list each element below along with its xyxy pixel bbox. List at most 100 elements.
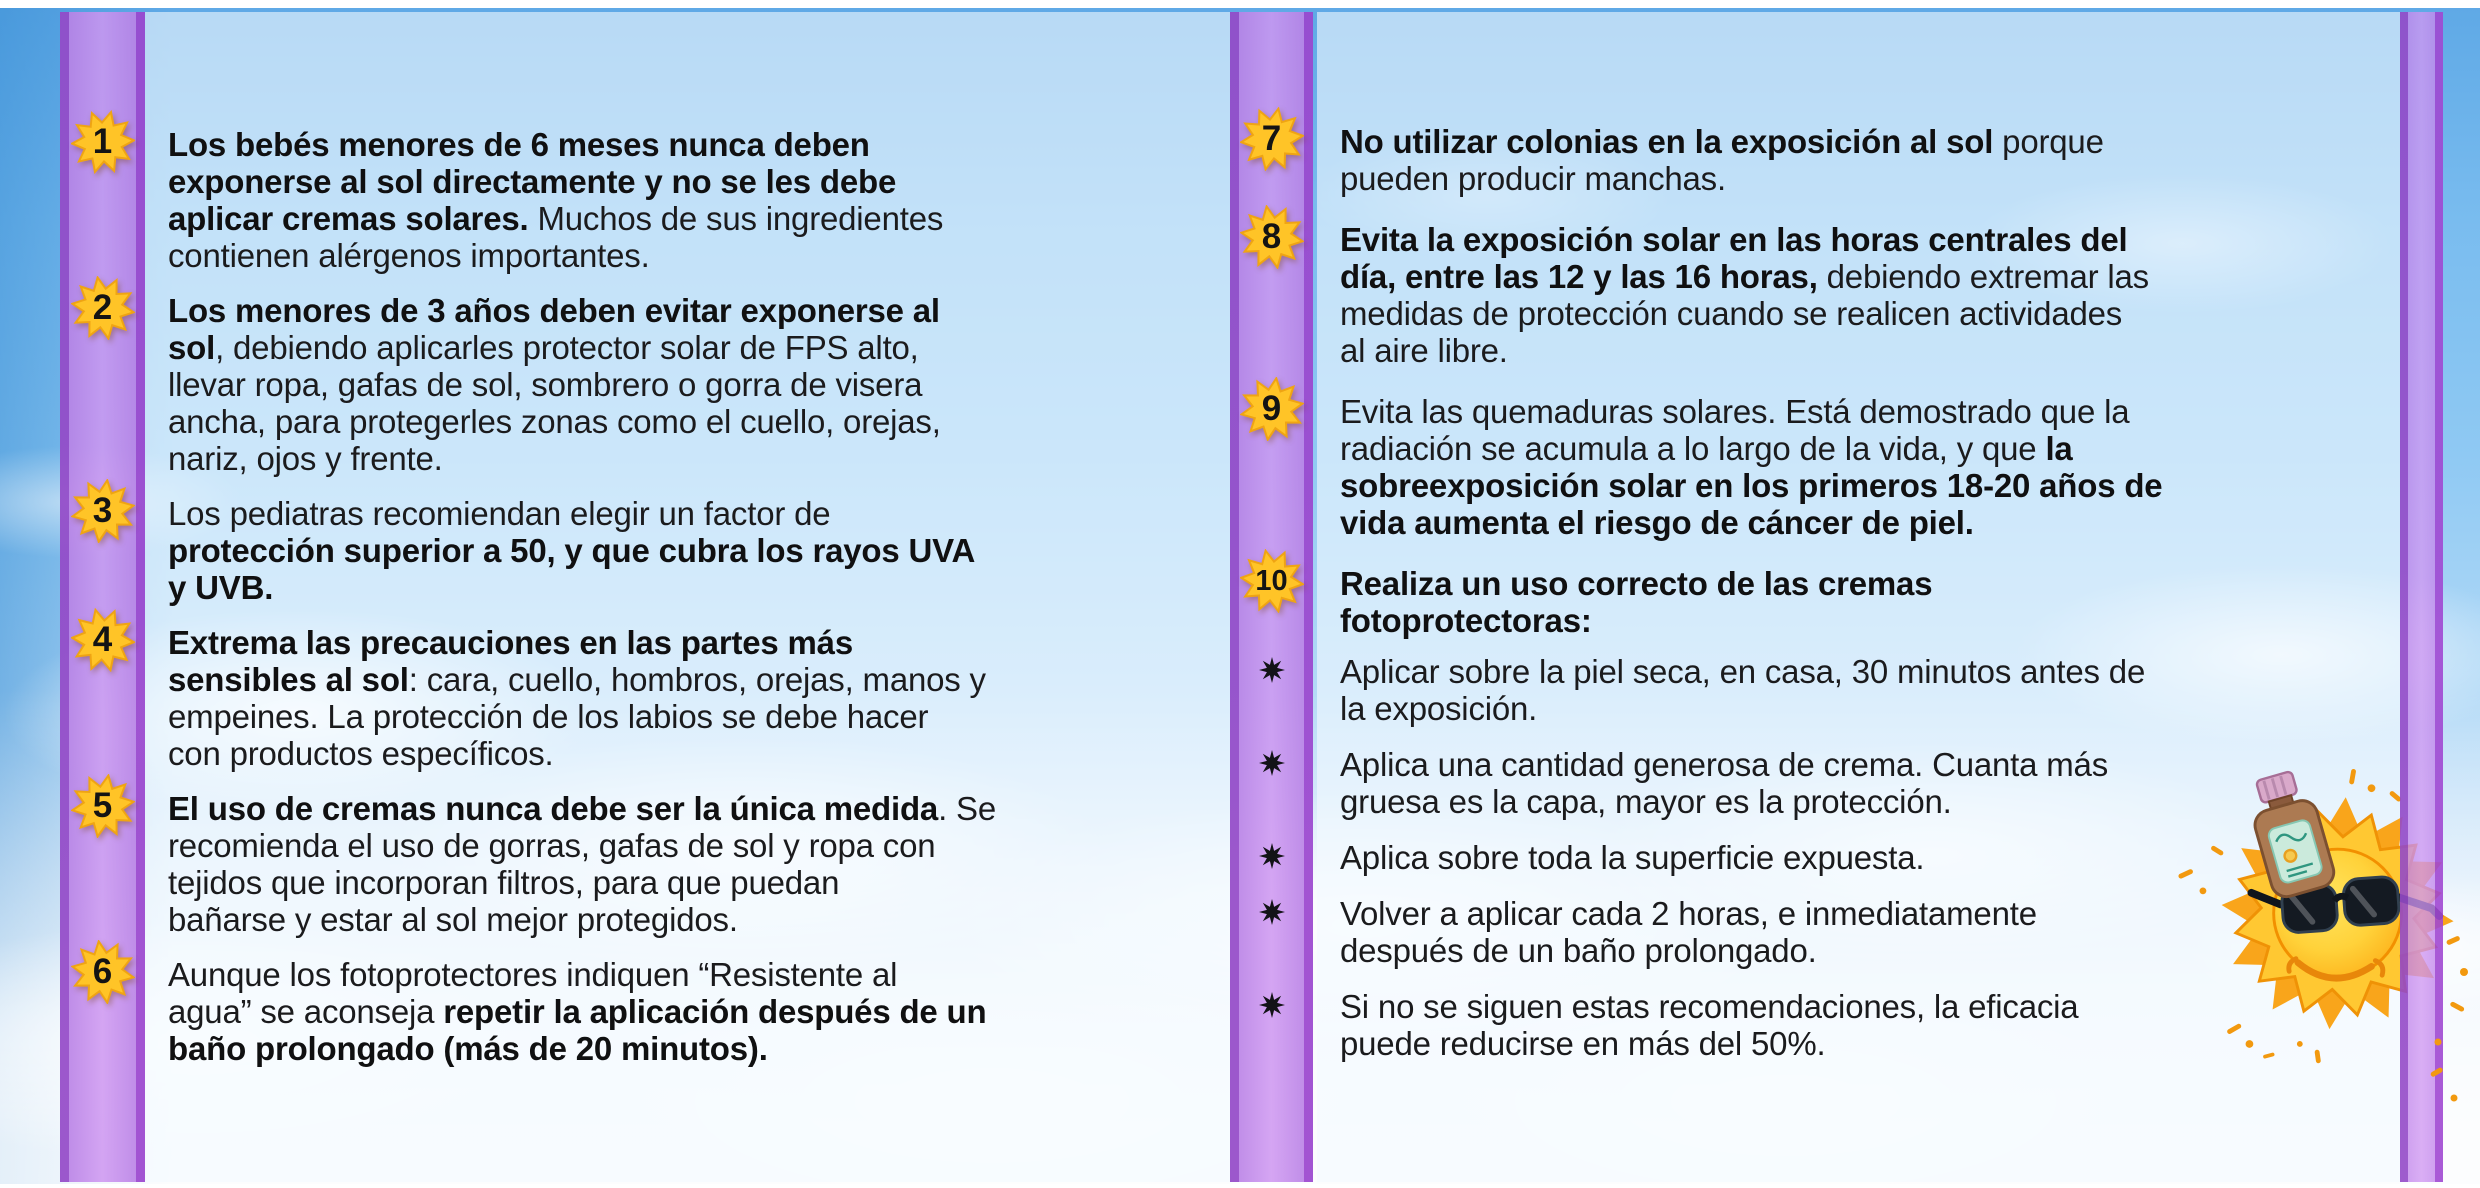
sun-sparkles-right [2420, 930, 2478, 1120]
recommendation-item-8: 8 Evita la exposición solar en las horas … [1230, 205, 2410, 369]
text-segment: pueden producir manchas. [1340, 160, 1726, 197]
text-segment: Si no se siguen estas recomendaciones, l… [1340, 988, 2079, 1025]
item-text: Si no se siguen estas recomendaciones, l… [1340, 988, 2402, 1062]
text-bold-segment: Los menores de 3 años deben evitar expon… [168, 292, 940, 329]
marker-cell [1230, 839, 1313, 870]
text-bold-segment: y UVB. [168, 569, 274, 606]
content-panel-left [145, 12, 1230, 1182]
text-segment: recomienda el uso de gorras, gafas de so… [168, 827, 936, 864]
text-bold-segment: Evita la exposición solar en las horas c… [1340, 221, 2128, 258]
item-text: Aplica sobre toda la superficie expuesta… [1340, 839, 2402, 876]
sun-star-number-badge: 3 [70, 479, 135, 543]
text-bold-segment: Los bebés menores de 6 meses nunca deben [168, 126, 870, 163]
star-bullet-icon [1258, 992, 1285, 1018]
item-number: 7 [1261, 119, 1282, 158]
recommendation-item-6: 6 Aunque los fotoprotectores indiquen “Re… [60, 940, 1210, 1067]
item-text: Evita las quemaduras solares. Está demos… [1340, 393, 2402, 541]
text-segment: Evita las quemaduras solares. Está demos… [1340, 393, 2130, 430]
recommendation-item-7: 7 No utilizar colonias en la exposición a… [1230, 107, 2410, 197]
bullet-list-item: Aplica sobre toda la superficie expuesta… [1230, 839, 2410, 876]
text-segment: , debiendo aplicarles protector solar de… [215, 329, 919, 366]
text-segment: la exposición. [1340, 690, 1538, 727]
text-bold-segment: Realiza un uso correcto de las cremas [1340, 565, 1933, 602]
text-segment: gruesa es la capa, mayor es la protecció… [1340, 783, 1952, 820]
marker-cell [1230, 653, 1313, 684]
bullet-list-item: Aplica una cantidad generosa de crema. C… [1230, 746, 2410, 820]
text-segment: tejidos que incorporan filtros, para que… [168, 864, 840, 901]
text-bold-segment: sol [168, 329, 216, 366]
text-segment: al aire libre. [1340, 332, 1508, 369]
text-segment: puede reducirse en más del 50%. [1340, 1025, 1826, 1062]
sun-smile [2286, 956, 2386, 982]
marker-cell: 2 [60, 276, 145, 340]
item-number: 2 [92, 288, 113, 327]
text-segment: Aplica sobre toda la superficie expuesta… [1340, 839, 1925, 876]
text-segment: nariz, ojos y frente. [168, 440, 443, 477]
text-bold-segment: la [2045, 430, 2073, 467]
item-number: 6 [92, 952, 113, 991]
marker-cell: 9 [1230, 377, 1313, 441]
star-bullet-icon [1258, 899, 1285, 925]
item-text: Evita la exposición solar en las horas c… [1340, 221, 2402, 369]
sun-star-number-badge: 6 [70, 940, 135, 1004]
bullet-list-item: Volver a aplicar cada 2 horas, e inmedia… [1230, 895, 2410, 969]
marker-cell [1230, 895, 1313, 926]
recommendation-item-3: 3 Los pediatras recomiendan elegir un fac… [60, 479, 1210, 606]
sun-star-number-badge: 5 [70, 774, 135, 838]
text-segment: Aunque los fotoprotectores indiquen “Res… [168, 956, 898, 993]
text-bold-segment: sobreexposición solar en los primeros 18… [1340, 467, 2163, 504]
text-bold-segment: No utilizar colonias en la exposición al… [1340, 123, 1994, 160]
item-number: 3 [92, 491, 113, 530]
item-text: Volver a aplicar cada 2 horas, e inmedia… [1340, 895, 2402, 969]
sun-star-number-badge: 2 [70, 276, 135, 340]
text-segment: porque [1993, 123, 2104, 160]
text-segment: empeines. La protección de los labios se… [168, 698, 929, 735]
item-number: 10 [1255, 564, 1288, 597]
item-number: 4 [92, 620, 113, 659]
item-text: Aplica una cantidad generosa de crema. C… [1340, 746, 2402, 820]
text-bold-segment: El uso de cremas nunca debe ser la única… [168, 790, 939, 827]
recommendation-item-5: 5 El uso de cremas nunca debe ser la únic… [60, 774, 1210, 938]
content-panel-right [1317, 12, 2400, 1182]
recommendation-item-4: 4 Extrema las precauciones en las partes … [60, 608, 1210, 772]
bullet-list-item: Aplicar sobre la piel seca, en casa, 30 … [1230, 653, 2410, 727]
marker-cell: 4 [60, 608, 145, 672]
text-segment: radiación se acumula a lo largo de la vi… [1340, 430, 2046, 467]
item-text: Extrema las precauciones en las partes m… [168, 624, 1200, 772]
item-text: Aunque los fotoprotectores indiquen “Res… [168, 956, 1200, 1067]
column-right: 7 No utilizar colonias en la exposición a… [1230, 12, 2410, 1081]
marker-cell [1230, 746, 1313, 777]
item-text: Los bebés menores de 6 meses nunca deben… [168, 126, 1200, 274]
text-segment: Volver a aplicar cada 2 horas, e inmedia… [1340, 895, 2037, 932]
text-segment: Muchos de sus ingredientes [528, 200, 944, 237]
text-segment: Aplicar sobre la piel seca, en casa, 30 … [1340, 653, 2146, 690]
text-segment: con productos específicos. [168, 735, 554, 772]
marker-cell [1230, 988, 1313, 1019]
sun-star-number-badge: 7 [1239, 107, 1304, 171]
sun-star-number-badge: 10 [1239, 549, 1304, 613]
marker-cell: 7 [1230, 107, 1313, 171]
marker-cell: 8 [1230, 205, 1313, 269]
item-text: Los menores de 3 años deben evitar expon… [168, 292, 1200, 477]
sun-star-number-badge: 8 [1239, 205, 1304, 269]
text-bold-segment: fotoprotectoras: [1340, 602, 1592, 639]
sun-star-number-badge: 9 [1239, 377, 1304, 441]
sun-sparkles [2178, 768, 2402, 1064]
purple-ribbon-right [2400, 12, 2443, 1182]
text-segment: bañarse y estar al sol mejor protegidos. [168, 901, 738, 938]
item-number: 8 [1261, 217, 1282, 256]
star-bullet-icon [1258, 750, 1285, 776]
text-segment: debiendo extremar las [1817, 258, 2150, 295]
item-text: No utilizar colonias en la exposición al… [1340, 123, 2402, 197]
item-number: 5 [92, 786, 113, 825]
item-text: Realiza un uso correcto de las cremas fot… [1340, 565, 2402, 639]
text-segment: . Se [938, 790, 996, 827]
marker-cell: 6 [60, 940, 145, 1004]
recommendation-item-2: 2 Los menores de 3 años deben evitar expo… [60, 276, 1210, 477]
marker-cell: 5 [60, 774, 145, 838]
recommendation-item-10: 10 Realiza un uso correcto de las cremas f… [1230, 549, 2410, 639]
sun-star-number-badge: 1 [70, 110, 135, 174]
text-segment: Los pediatras recomiendan elegir un fact… [168, 495, 831, 532]
item-text: El uso de cremas nunca debe ser la única… [168, 790, 1200, 938]
text-segment: medidas de protección cuando se realicen… [1340, 295, 2123, 332]
